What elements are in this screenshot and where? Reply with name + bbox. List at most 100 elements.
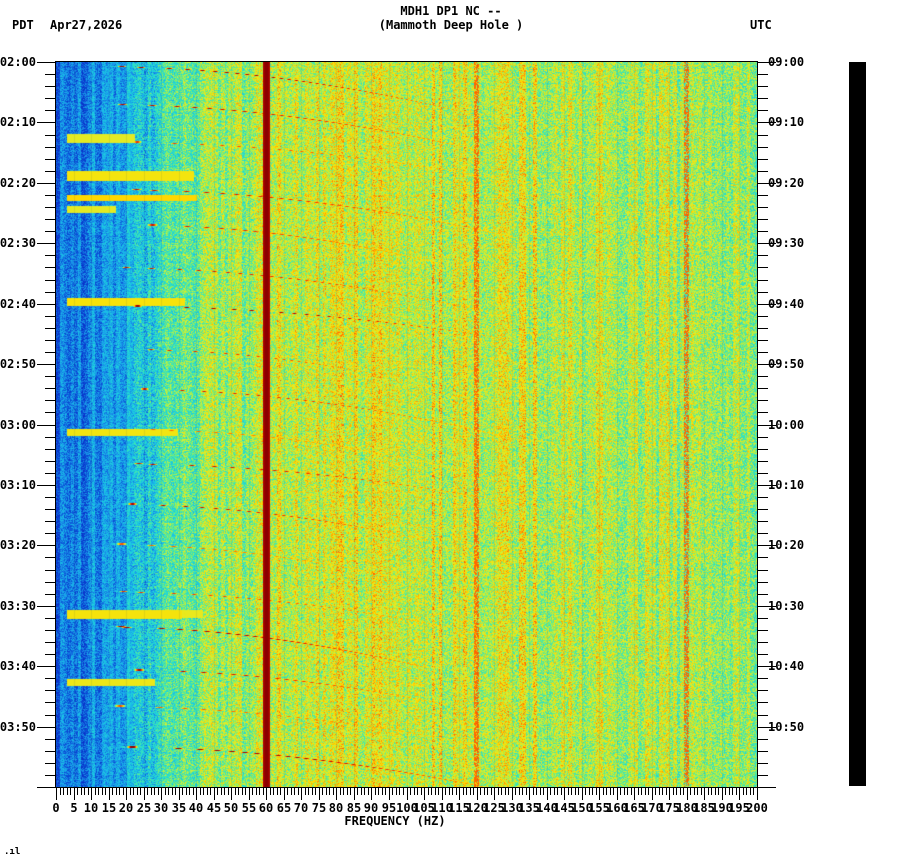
frequency-tick — [669, 788, 670, 800]
time-tick — [45, 509, 55, 510]
frequency-tick — [459, 788, 460, 800]
frequency-tick — [736, 788, 737, 795]
frequency-tick — [182, 788, 183, 795]
frequency-tick — [655, 788, 656, 795]
frequency-tick — [711, 788, 712, 795]
frequency-tick — [102, 788, 103, 795]
frequency-tick — [557, 788, 558, 795]
frequency-tick — [354, 788, 355, 800]
frequency-tick-label: 65 — [276, 801, 292, 815]
time-tick — [45, 316, 55, 317]
time-tick — [758, 497, 768, 498]
frequency-tick — [659, 788, 660, 795]
time-tick — [37, 122, 55, 123]
time-tick — [45, 352, 55, 353]
time-tick — [758, 437, 768, 438]
time-tick — [45, 751, 55, 752]
frequency-tick — [533, 788, 534, 795]
frequency-tick — [161, 788, 162, 800]
spectrogram-plot[interactable] — [56, 62, 757, 787]
frequency-tick — [123, 788, 124, 795]
time-tick — [45, 618, 55, 619]
frequency-tick — [196, 788, 197, 800]
frequency-tick — [526, 788, 527, 795]
time-tick — [758, 267, 768, 268]
frequency-tick — [732, 788, 733, 795]
time-tick — [37, 243, 55, 244]
time-tick — [45, 775, 55, 776]
time-tick — [758, 727, 776, 728]
frequency-tick — [133, 788, 134, 795]
frequency-tick — [757, 788, 758, 800]
frequency-tick-label: 100 — [396, 801, 418, 815]
frequency-tick — [347, 788, 348, 795]
frequency-tick — [512, 788, 513, 800]
frequency-tick-label: 10 — [83, 801, 99, 815]
frequency-tick — [154, 788, 155, 795]
frequency-tick — [687, 788, 688, 800]
frequency-tick — [168, 788, 169, 795]
frequency-tick — [151, 788, 152, 795]
time-tick — [45, 412, 55, 413]
frequency-tick — [438, 788, 439, 795]
frequency-tick-label: 155 — [588, 801, 610, 815]
frequency-tick — [494, 788, 495, 800]
frequency-tick-label: 195 — [728, 801, 750, 815]
plot-border-right — [757, 61, 758, 788]
time-tick — [45, 461, 55, 462]
frequency-tick-label: 25 — [136, 801, 152, 815]
time-tick — [45, 739, 55, 740]
corner-artifact-glyph: .ıl — [4, 847, 21, 857]
time-tick-label: 09:30 — [768, 236, 805, 250]
frequency-tick-label: 200 — [746, 801, 768, 815]
frequency-tick — [568, 788, 569, 795]
frequency-tick — [715, 788, 716, 795]
time-tick — [758, 122, 776, 123]
frequency-tick — [175, 788, 176, 795]
time-tick — [758, 702, 768, 703]
frequency-tick — [599, 788, 600, 800]
frequency-tick — [333, 788, 334, 795]
frequency-tick-label: 170 — [641, 801, 663, 815]
frequency-tick-label: 80 — [328, 801, 344, 815]
frequency-tick — [382, 788, 383, 795]
time-tick — [45, 594, 55, 595]
time-tick — [758, 388, 768, 389]
frequency-tick — [350, 788, 351, 795]
time-tick-label: 10:50 — [768, 720, 805, 734]
frequency-tick — [326, 788, 327, 795]
frequency-tick-label: 175 — [658, 801, 680, 815]
frequency-tick — [305, 788, 306, 795]
time-tick — [37, 606, 55, 607]
time-tick — [758, 147, 768, 148]
frequency-tick — [242, 788, 243, 795]
station-subtitle: (Mammoth Deep Hole ) — [378, 18, 524, 32]
frequency-tick-label: 20 — [118, 801, 134, 815]
frequency-tick — [638, 788, 639, 795]
time-tick-label: 02:50 — [0, 357, 36, 371]
frequency-tick — [680, 788, 681, 795]
time-tick — [758, 642, 768, 643]
time-tick-label: 09:00 — [768, 55, 805, 69]
frequency-tick — [718, 788, 719, 795]
frequency-tick-label: 75 — [311, 801, 327, 815]
frequency-tick — [417, 788, 418, 795]
frequency-tick — [424, 788, 425, 800]
frequency-tick — [666, 788, 667, 795]
frequency-tick — [428, 788, 429, 795]
frequency-tick — [273, 788, 274, 795]
frequency-tick — [126, 788, 127, 800]
time-tick-label: 02:40 — [0, 297, 36, 311]
frequency-tick — [435, 788, 436, 795]
frequency-tick — [270, 788, 271, 795]
frequency-tick — [277, 788, 278, 795]
time-tick — [758, 207, 768, 208]
time-tick — [758, 243, 776, 244]
time-tick — [758, 678, 768, 679]
time-tick — [45, 715, 55, 716]
frequency-tick-label: 130 — [501, 801, 523, 815]
frequency-tick — [375, 788, 376, 795]
frequency-tick — [543, 788, 544, 795]
time-tick — [45, 449, 55, 450]
date-label: Apr27,2026 — [50, 18, 123, 32]
